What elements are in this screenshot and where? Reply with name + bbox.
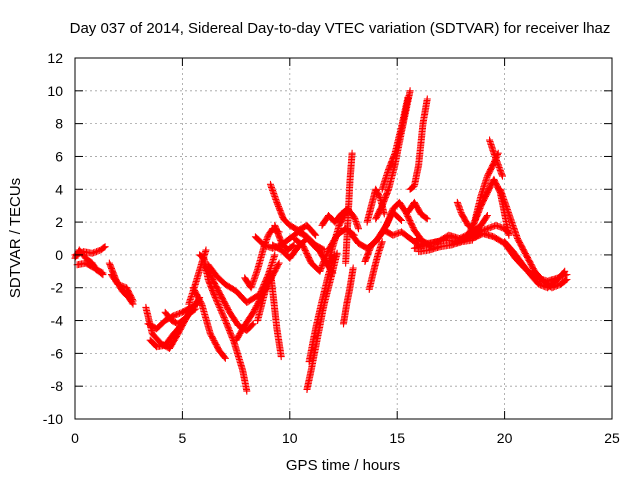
- data-point-markers: [342, 149, 356, 267]
- data-point-markers: [305, 251, 339, 366]
- data-point-markers: [200, 259, 257, 334]
- data-series-track-27: [324, 208, 350, 267]
- data-point-markers: [378, 93, 412, 193]
- y-tick-label: 6: [55, 148, 63, 164]
- data-series-track-29: [340, 264, 357, 328]
- x-tick-label: 5: [179, 430, 187, 446]
- data-series-track-46: [486, 136, 506, 180]
- y-tick-label: 2: [55, 214, 63, 230]
- y-tick-label: -6: [51, 345, 64, 361]
- x-tick-label: 10: [282, 430, 298, 446]
- data-series-track-28: [342, 149, 356, 267]
- data-series-track-5: [108, 271, 137, 305]
- data-series-track-9: [161, 308, 195, 328]
- data-point-markers: [271, 221, 298, 254]
- x-tick-labels: 0 5 10 15 20 25: [71, 430, 620, 446]
- data-series-track-35: [378, 93, 412, 193]
- data-point-markers: [415, 236, 476, 256]
- data-series-track-21: [271, 221, 298, 254]
- y-tick-label: 10: [47, 83, 63, 99]
- y-tick-label: 0: [55, 247, 63, 263]
- data-series-track-18: [254, 267, 285, 361]
- data-series-track-19: [266, 180, 320, 239]
- data-series-track-3: [73, 259, 107, 279]
- chart-title: Day 037 of 2014, Sidereal Day-to-day VTE…: [70, 20, 611, 37]
- plot-frame: [74, 57, 613, 420]
- data-point-markers: [501, 238, 569, 292]
- y-tick-label: -2: [51, 280, 64, 296]
- data-point-markers: [254, 267, 285, 361]
- y-tick-label: 8: [55, 116, 63, 132]
- data-point-markers: [108, 271, 137, 305]
- y-tick-label: 12: [47, 50, 63, 66]
- data-series-track-25: [305, 251, 339, 366]
- data-point-markers: [73, 259, 107, 279]
- x-tick-label: 20: [497, 430, 513, 446]
- x-tick-label: 25: [604, 430, 620, 446]
- data-series-track-41: [415, 236, 476, 256]
- y-tick-label: -8: [51, 378, 64, 394]
- data-series-track-13: [200, 259, 257, 334]
- data-point-markers: [340, 264, 357, 328]
- data-series-track-38: [406, 95, 431, 193]
- data-point-markers: [266, 180, 320, 239]
- data-series-track-37: [404, 198, 431, 223]
- data-point-markers: [365, 238, 386, 293]
- x-axis-label: GPS time / hours: [286, 457, 400, 474]
- data-series-track-49: [501, 238, 569, 292]
- y-tick-label: -10: [43, 411, 63, 427]
- y-tick-label: 4: [55, 181, 63, 197]
- x-tick-label: 0: [71, 430, 79, 446]
- data-point-markers: [161, 308, 195, 328]
- data-point-markers: [486, 136, 506, 180]
- data-points: [71, 87, 571, 395]
- data-point-markers: [189, 284, 229, 362]
- data-point-markers: [404, 198, 431, 223]
- y-tick-labels: -10 -8 -6 -4 -2 0 2 4 6 8 10 12: [43, 50, 63, 427]
- data-series-track-48: [496, 185, 571, 292]
- axis-ticks: [74, 57, 613, 420]
- data-point-markers: [406, 95, 431, 193]
- data-series-track-11: [189, 284, 229, 362]
- y-tick-label: -4: [51, 313, 64, 329]
- data-series-track-32: [365, 238, 386, 293]
- data-point-markers: [324, 208, 350, 267]
- y-axis-label: SDTVAR / TECUs: [7, 178, 24, 298]
- data-point-markers: [496, 185, 571, 292]
- x-tick-label: 15: [389, 430, 405, 446]
